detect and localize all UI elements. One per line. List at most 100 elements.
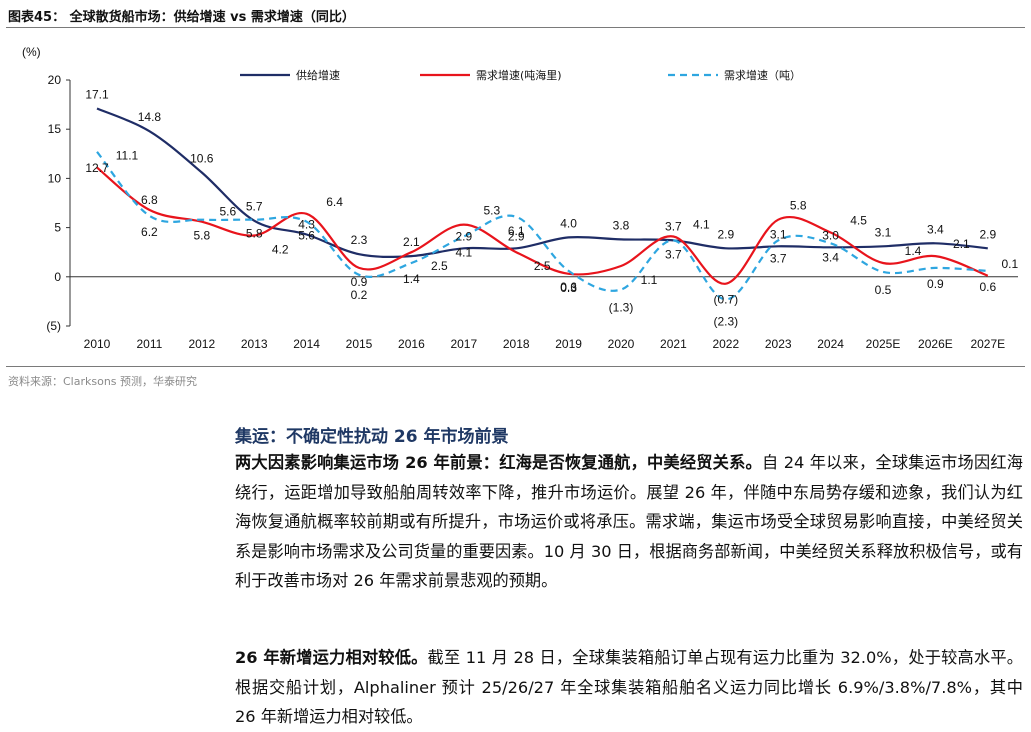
data-label: 0.9	[927, 277, 944, 291]
data-label: 2.5	[431, 259, 448, 273]
data-label: 3.0	[822, 228, 839, 242]
data-label: (2.3)	[713, 314, 738, 328]
data-label: 2.9	[455, 229, 472, 243]
figure-source: 资料来源：Clarksons 预测，华泰研究	[8, 375, 198, 388]
chart-axes: (5) 0 5 10 15 20 (%) 2010 2011 2012 2013 2014 2015 20…	[22, 45, 1018, 351]
data-label: 4.2	[272, 242, 289, 256]
x-tick-label: 2013	[241, 337, 268, 351]
paragraph-red-sea: 两大因素影响集运市场 26 年前景：红海是否恢复通航，中美经贸关系。自 24 年…	[235, 448, 1023, 596]
data-label: 0.5	[875, 283, 892, 297]
series-line	[96, 166, 989, 285]
y-tick-label: (5)	[46, 319, 61, 333]
data-label: 5.6	[219, 205, 236, 219]
x-tick-label: 2015	[346, 337, 373, 351]
data-label: 2.1	[953, 237, 970, 251]
title-rule	[6, 27, 1025, 28]
data-label: 4.0	[560, 216, 577, 230]
x-tick-label: 2027E	[970, 337, 1005, 351]
data-label: 3.4	[927, 222, 944, 236]
line-chart: (5) 0 5 10 15 20 (%) 2010 2011 2012 2013 2014 2015 20…	[22, 45, 1018, 351]
data-label: 6.1	[508, 224, 525, 238]
legend-label: 需求增速（吨）	[724, 68, 801, 82]
data-label: 3.1	[875, 225, 892, 239]
data-label: 17.1	[85, 88, 109, 102]
figure-title: 图表45： 全球散货船市场：供给增速 vs 需求增速（同比）	[8, 10, 355, 25]
source-rule	[6, 366, 1025, 367]
paragraph-lead: 26 年新增运力相对较低。	[235, 648, 428, 667]
x-tick-label: 2022	[712, 337, 739, 351]
x-tick-label: 2023	[765, 337, 792, 351]
data-label: 4.5	[850, 214, 867, 228]
section-title: 集运：不确定性扰动 26 年市场前景	[235, 427, 509, 447]
paragraph-body: 截至 11 月 28 日，全球集装箱船订单占现有运力比重为 32.0%，处于较高…	[235, 648, 1023, 726]
legend-label: 供给增速	[296, 68, 340, 82]
series-line	[96, 151, 988, 301]
x-tick-label: 2012	[188, 337, 215, 351]
chart-data-labels: 17.1 14.8 10.6 5.7 4.3 2.3 2.1 2.9 2.9 4.0 3.8 3.7 2…	[85, 88, 1018, 329]
data-label: 5.3	[483, 204, 500, 218]
data-label: 2.9	[717, 227, 734, 241]
data-label: (1.3)	[609, 301, 634, 315]
data-label: 2.1	[403, 235, 420, 249]
data-label: 14.8	[138, 110, 162, 124]
data-label: 1.1	[641, 273, 658, 287]
chart-series	[96, 107, 989, 301]
chart-legend: 供给增速 需求增速(吨海里) 需求增速（吨）	[240, 68, 801, 82]
data-label: 2.3	[351, 233, 368, 247]
data-label: 6.4	[326, 195, 343, 209]
paragraph-body: 自 24 年以来，全球集运市场因红海绕行，运距增加导致船舶周转效率下降，推升市场…	[235, 453, 1023, 590]
data-label: 0.6	[560, 280, 577, 294]
data-label: 5.7	[246, 200, 263, 214]
data-label: 3.7	[665, 247, 682, 261]
data-label: 1.4	[905, 244, 922, 258]
x-tick-label: 2016	[398, 337, 425, 351]
x-tick-label: 2018	[503, 337, 530, 351]
y-tick-label: 15	[48, 122, 62, 136]
x-tick-label: 2024	[817, 337, 844, 351]
y-axis-label: (%)	[22, 45, 41, 59]
data-label: 3.8	[613, 218, 630, 232]
data-label: 12.7	[85, 161, 109, 175]
data-label: 0.1	[1001, 257, 1018, 271]
data-label: 0.6	[979, 280, 996, 294]
data-label: 0.2	[351, 288, 368, 302]
x-tick-label: 2026E	[918, 337, 953, 351]
data-label: 2.5	[534, 259, 551, 273]
series-line	[96, 107, 988, 258]
data-label: 2.9	[979, 227, 996, 241]
x-tick-label: 2021	[660, 337, 687, 351]
data-label: 3.4	[822, 250, 839, 264]
y-tick-label: 20	[48, 73, 62, 87]
y-tick-label: 0	[54, 270, 61, 284]
data-label: 4.1	[693, 217, 710, 231]
data-label: 6.8	[141, 193, 158, 207]
x-tick-label: 2019	[555, 337, 582, 351]
data-label: 4.3	[298, 217, 315, 231]
paragraph-lead: 两大因素影响集运市场 26 年前景：红海是否恢复通航，中美经贸关系。	[235, 453, 762, 472]
data-label: 5.8	[246, 227, 263, 241]
x-tick-label: 2010	[84, 337, 111, 351]
x-tick-label: 2011	[136, 337, 162, 351]
data-label: 5.8	[790, 199, 807, 213]
data-label: 3.7	[770, 251, 787, 265]
data-label: (0.7)	[713, 293, 738, 307]
y-tick-label: 5	[54, 221, 61, 235]
data-label: 4.1	[455, 245, 472, 259]
data-label: 5.8	[193, 229, 210, 243]
data-label: 10.6	[190, 151, 214, 165]
y-tick-label: 10	[48, 171, 62, 185]
data-label: 11.1	[116, 149, 139, 163]
data-label: 2.9	[508, 229, 525, 243]
legend-label: 需求增速(吨海里)	[476, 68, 562, 82]
data-label: 1.4	[403, 272, 420, 286]
x-tick-label: 2017	[450, 337, 477, 351]
x-tick-label: 2020	[608, 337, 635, 351]
data-label: 0.3	[560, 281, 577, 295]
data-label: 5.6	[298, 229, 315, 243]
data-label: 0.9	[351, 275, 368, 289]
data-label: 3.7	[665, 219, 682, 233]
data-label: 6.2	[141, 225, 158, 239]
paragraph-capacity: 26 年新增运力相对较低。截至 11 月 28 日，全球集装箱船订单占现有运力比…	[235, 643, 1023, 732]
x-tick-label: 2014	[293, 337, 320, 351]
x-tick-label: 2025E	[866, 337, 901, 351]
